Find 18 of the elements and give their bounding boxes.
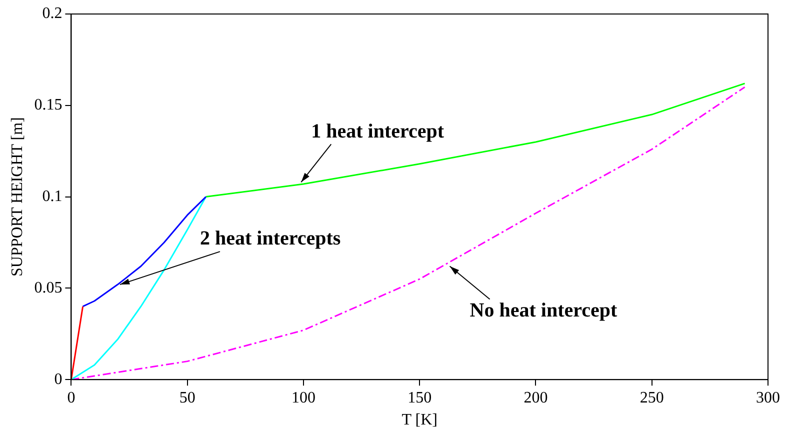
y-tick-label: 0.1 [42, 188, 62, 206]
x-tick-label: 250 [640, 389, 664, 406]
y-axis-title: SUPPORT HEIGHT [m] [8, 117, 26, 276]
x-tick-label: 300 [756, 389, 780, 406]
annotation: 2 heat intercepts [200, 228, 341, 250]
x-tick-label: 50 [179, 389, 196, 406]
x-tick-label: 100 [291, 389, 316, 406]
y-tick-label: 0.2 [42, 5, 62, 22]
annotation: 1 heat intercept [311, 120, 444, 142]
x-tick-label: 150 [408, 389, 432, 406]
line-series [71, 86, 746, 380]
y-tick-label: 0.15 [34, 96, 62, 114]
x-tick-label: 200 [524, 389, 548, 406]
y-tick-label: 0 [54, 370, 62, 388]
x-axis-title: T [K] [402, 412, 438, 429]
y-tick-label: 0.05 [34, 279, 62, 296]
annotation: No heat intercept [470, 299, 618, 322]
x-tick-label: 0 [67, 389, 76, 406]
